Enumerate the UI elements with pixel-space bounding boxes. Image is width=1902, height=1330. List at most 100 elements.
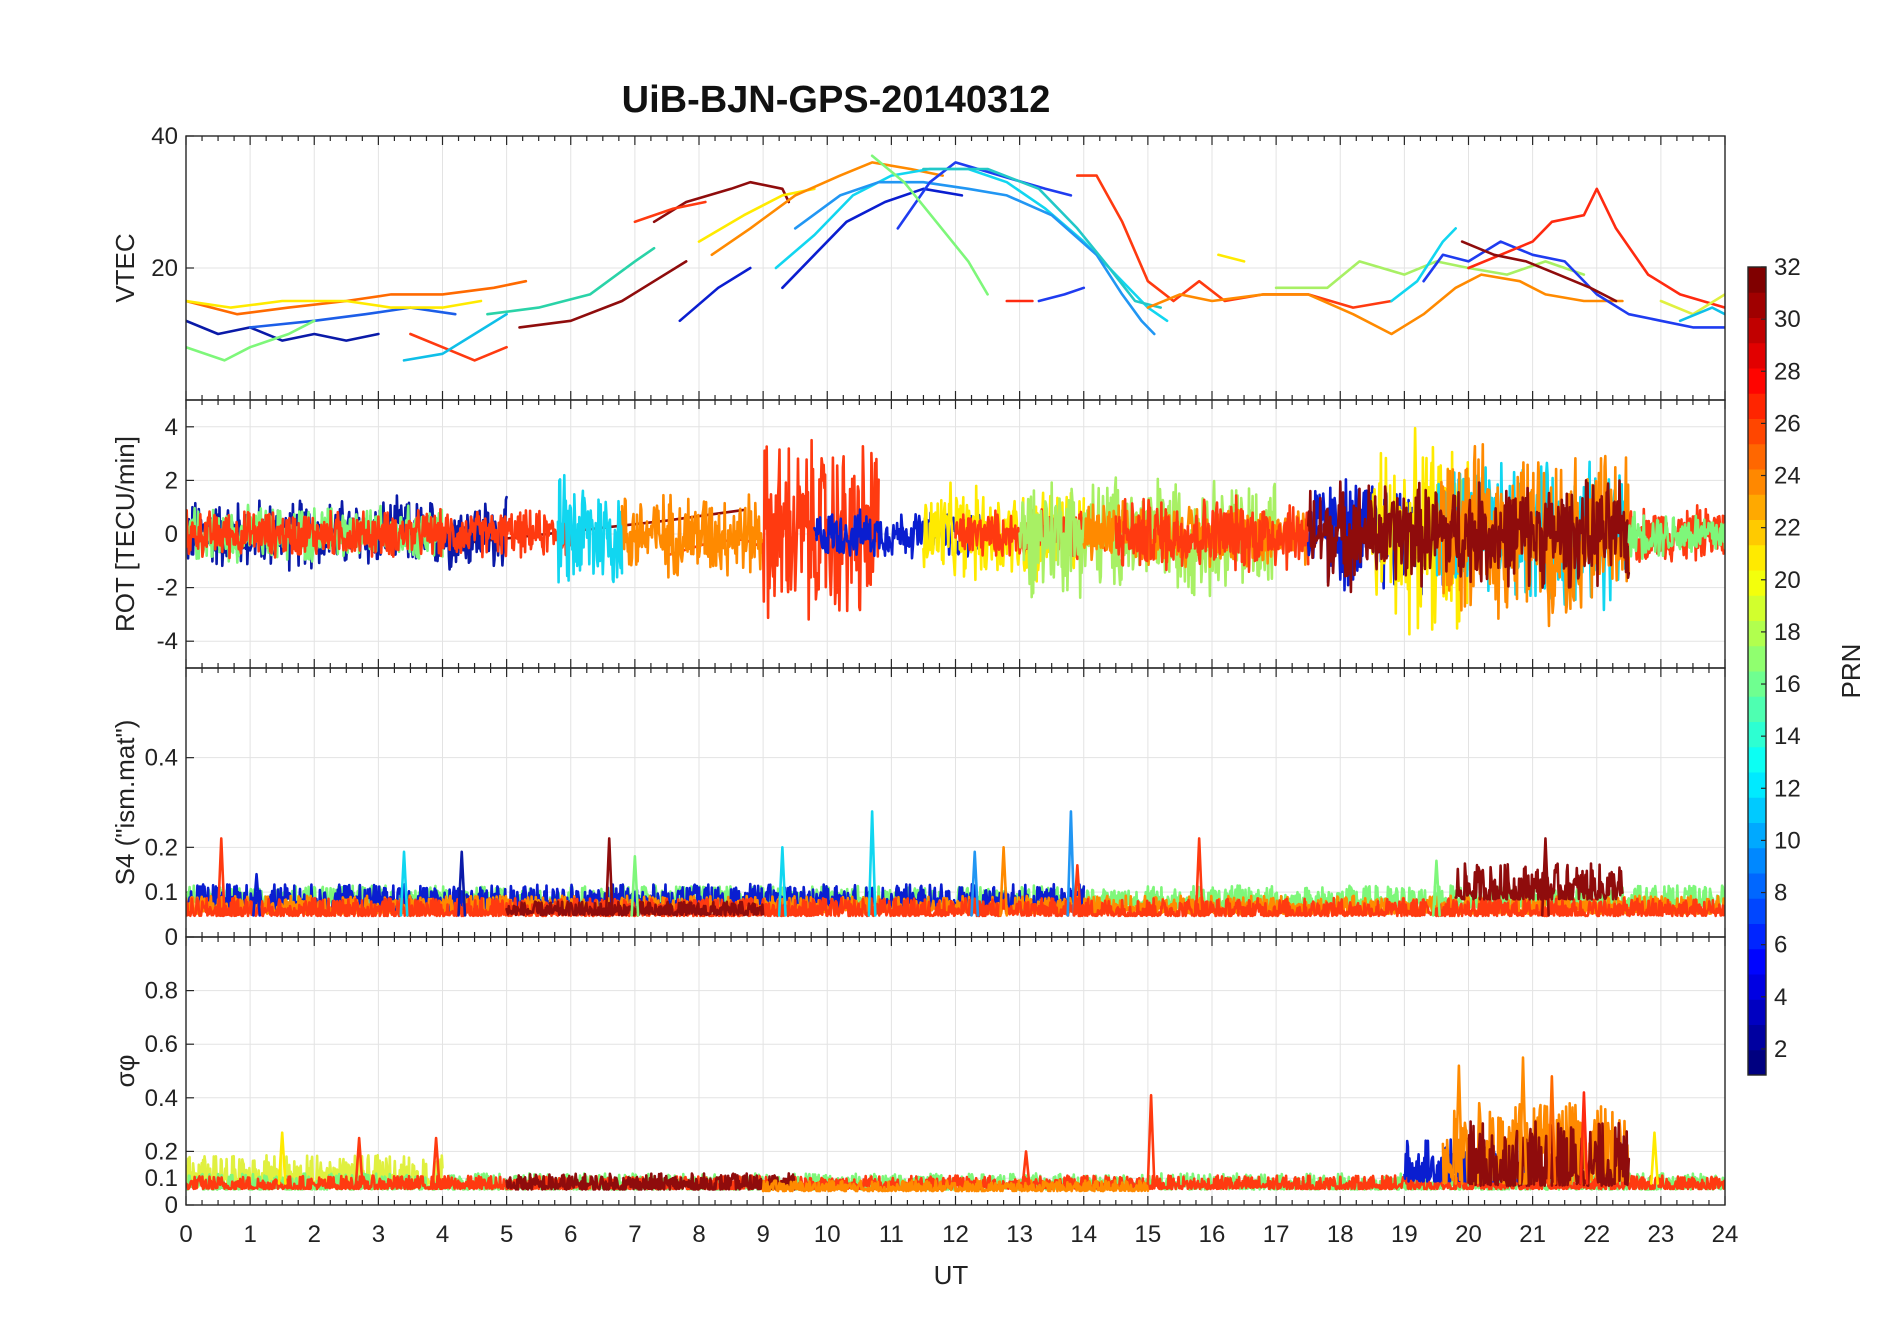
series-group xyxy=(186,810,1725,918)
colorbar-label: PRN xyxy=(1836,644,1866,699)
colorbar-tick-label: 16 xyxy=(1774,671,1801,698)
panel-vtec: 20 40 VTEC xyxy=(110,123,1726,401)
colorbar-swatch xyxy=(1748,797,1766,823)
x-tick-label: 4 xyxy=(436,1221,449,1248)
noisy-trace-prn-12 xyxy=(556,473,624,584)
y-axis-label-s4: S4 ("ism.mat") xyxy=(110,720,140,886)
panel-s4: 0 0.1 0.2 0.4S4 ("ism.mat") xyxy=(110,667,1726,951)
series-line-prn-3 xyxy=(678,266,752,323)
y-tick-label: 0 xyxy=(165,924,178,951)
colorbar-swatch xyxy=(1748,974,1766,1000)
colorbar-swatch xyxy=(1748,898,1766,924)
x-tick-label: 22 xyxy=(1583,1221,1610,1248)
series-group xyxy=(186,1056,1725,1193)
colorbar-frame xyxy=(1747,266,1767,1076)
series-line-prn-11 xyxy=(402,312,508,362)
y-tick-label: 0 xyxy=(165,521,178,548)
colorbar-swatch xyxy=(1748,418,1766,445)
colorbar-swatch xyxy=(1748,847,1766,874)
colorbar-swatch xyxy=(1748,292,1766,318)
series-line-prn-31 xyxy=(1460,240,1618,303)
series-line-prn-31 xyxy=(652,180,791,224)
series-line-prn-27 xyxy=(1467,187,1725,309)
series-line-prn-9 xyxy=(248,306,457,329)
x-tick-label: 5 xyxy=(500,1221,513,1248)
colorbar-swatch xyxy=(1748,671,1766,697)
colorbar-tick-label: 4 xyxy=(1774,984,1787,1011)
y-tick-label: 0.2 xyxy=(145,1138,178,1165)
spike-mark xyxy=(1072,863,1082,917)
spike-mark xyxy=(457,850,467,917)
x-tick-label: 12 xyxy=(942,1221,969,1248)
colorbar-tick-label: 12 xyxy=(1774,775,1801,802)
x-tick-label: 24 xyxy=(1712,1221,1739,1248)
colorbar-swatch xyxy=(1748,696,1766,722)
colorbar-swatch xyxy=(1748,570,1766,596)
panel-sigma-phi: 00.10.2 0.4 0.6 0.8 σφ xyxy=(110,936,1726,1219)
spike-mark xyxy=(1146,1093,1156,1185)
x-axis-label: UT xyxy=(934,1260,969,1290)
series-line-prn-28 xyxy=(633,200,707,224)
spike-mark xyxy=(867,810,877,917)
noisy-trace-prn-24 xyxy=(761,1179,1150,1193)
colorbar-swatch xyxy=(1748,721,1766,748)
series-line-prn-2 xyxy=(186,319,380,342)
x-tick-label: 1 xyxy=(243,1221,256,1248)
colorbar-tick-label: 2 xyxy=(1774,1036,1787,1063)
y-tick-label: 0.8 xyxy=(145,978,178,1005)
x-tick-label: 20 xyxy=(1455,1221,1482,1248)
spike-mark xyxy=(1431,859,1441,917)
spike-mark xyxy=(1454,1064,1464,1185)
spike-mark xyxy=(630,855,640,917)
colorbar-swatch xyxy=(1748,873,1766,899)
x-tick-label: 17 xyxy=(1263,1221,1290,1248)
colorbar-tick-label: 22 xyxy=(1774,515,1801,542)
spike-mark xyxy=(999,846,1009,917)
spike-mark xyxy=(399,850,409,917)
colorbar-swatch xyxy=(1748,1049,1766,1076)
colorbar-tick-label: 10 xyxy=(1774,827,1801,854)
series-line-prn-28 xyxy=(1076,174,1393,309)
colorbar-swatch xyxy=(1748,317,1766,344)
spike-mark xyxy=(970,850,980,917)
colorbar-swatch xyxy=(1748,645,1766,672)
series-line-prn-11 xyxy=(1678,306,1725,323)
x-tick-label: 6 xyxy=(564,1221,577,1248)
y-axis-label-rot: ROT [TECU/min] xyxy=(110,436,140,632)
x-tick-label: 7 xyxy=(628,1221,641,1248)
x-tick-label: 16 xyxy=(1199,1221,1226,1248)
series-line-prn-20 xyxy=(1217,253,1246,263)
y-tick-label: 0.1 xyxy=(145,879,178,906)
series-line-prn-31 xyxy=(518,260,688,329)
y-tick-label: 0.4 xyxy=(145,745,178,772)
colorbar-swatch xyxy=(1748,469,1766,495)
colorbar-swatch xyxy=(1748,948,1766,975)
colorbar-tick-label: 30 xyxy=(1774,306,1801,333)
spike-mark xyxy=(216,837,226,917)
noisy-trace-prn-28 xyxy=(1114,494,1310,573)
series-line-prn-6 xyxy=(1037,286,1086,303)
series-line-prn-13 xyxy=(922,167,1162,309)
x-tick-label: 18 xyxy=(1327,1221,1354,1248)
y-tick-label: 0 xyxy=(165,1192,178,1219)
colorbar-tick-label: 20 xyxy=(1774,567,1801,594)
series-group xyxy=(186,426,1725,636)
y-tick-label: -4 xyxy=(157,628,178,655)
y-tick-label: 0.4 xyxy=(145,1085,178,1112)
y-tick-label: 2 xyxy=(165,467,178,494)
colorbar-swatch xyxy=(1748,620,1766,647)
series-line-prn-20 xyxy=(697,187,816,243)
x-tick-label: 19 xyxy=(1391,1221,1418,1248)
colorbar-swatch xyxy=(1748,772,1766,798)
colorbar-swatch xyxy=(1748,595,1766,621)
series-line-prn-26 xyxy=(409,332,508,362)
noisy-trace-prn-16 xyxy=(1627,510,1725,560)
series-line-prn-14 xyxy=(486,246,656,316)
panel-rot: -4 -2 0 2 4 ROT [TECU/min] xyxy=(110,399,1726,669)
series-line-prn-20 xyxy=(186,299,483,309)
series-line-prn-17 xyxy=(1274,260,1586,290)
series-line-prn-5 xyxy=(1422,240,1725,329)
